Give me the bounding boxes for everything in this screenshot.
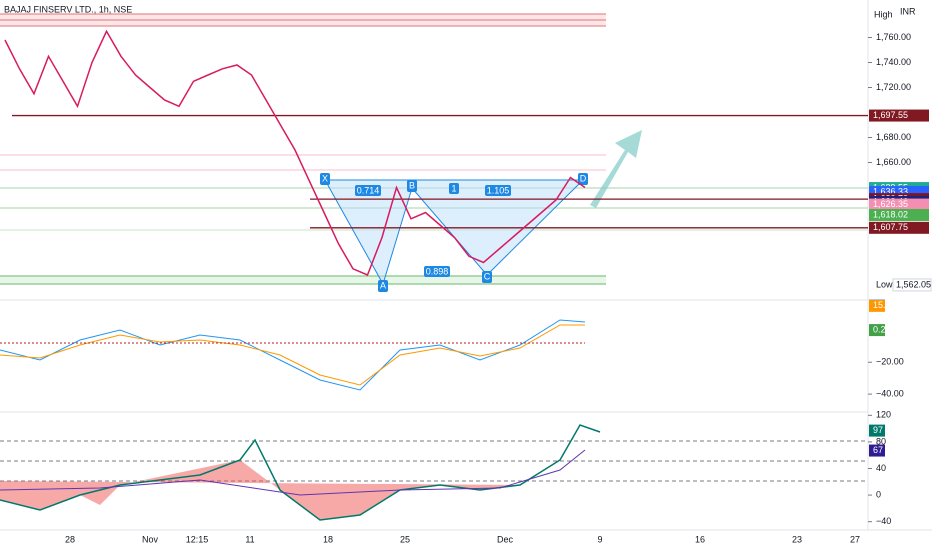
y-tick-label: −20.00 bbox=[876, 357, 904, 367]
y-tick-label: 1,660.00 bbox=[876, 157, 911, 167]
y-tick-label: 0 bbox=[876, 489, 881, 499]
pattern-point: C bbox=[484, 271, 491, 281]
time-label: 11 bbox=[245, 534, 254, 544]
tag-box bbox=[869, 424, 885, 437]
time-label: 16 bbox=[695, 534, 705, 544]
tag-box bbox=[869, 444, 885, 457]
projection-arrow bbox=[590, 130, 642, 208]
time-label: 18 bbox=[323, 534, 333, 544]
time-label: 28 bbox=[65, 534, 75, 544]
y-tick-label: −40.00 bbox=[876, 388, 904, 398]
tag-label: 1,697.55 bbox=[873, 110, 908, 120]
tag-box bbox=[869, 324, 885, 337]
price-tag: 1,607.75 bbox=[869, 221, 929, 234]
tag-label: 67 bbox=[873, 445, 883, 455]
price-tag: 97 bbox=[869, 424, 885, 437]
y-tick-label: 1,720.00 bbox=[876, 82, 911, 92]
low-box bbox=[892, 278, 932, 292]
pattern-point: B bbox=[409, 180, 415, 190]
tag-label: 97 bbox=[873, 425, 883, 435]
y-tick-label: 1,740.00 bbox=[876, 57, 911, 67]
tag-box bbox=[869, 109, 929, 122]
pattern-ratio: 0.898 bbox=[426, 266, 449, 276]
price-tag: 1,618.02 bbox=[869, 208, 929, 221]
oscillator-average bbox=[0, 449, 586, 496]
time-label: 23 bbox=[792, 534, 802, 544]
tag-box bbox=[869, 198, 929, 211]
oversold-fill bbox=[0, 460, 520, 520]
y-tick-label: −40 bbox=[876, 516, 891, 526]
price-tag: 1,697.55 bbox=[869, 109, 929, 122]
time-label: 25 bbox=[400, 534, 410, 544]
time-label: 9 bbox=[597, 534, 602, 544]
pattern-point: X bbox=[322, 173, 328, 183]
y-tick-label: 1,760.00 bbox=[876, 32, 911, 42]
pattern-labels: X A B C D 0.714 1 1.105 0.898 bbox=[320, 173, 588, 292]
tag-box bbox=[869, 221, 929, 234]
pattern-ratio: 0.714 bbox=[357, 185, 380, 195]
price-tag: 67 bbox=[869, 444, 885, 457]
symbol-title: BAJAJ FINSERV LTD., 1h, NSE bbox=[4, 4, 132, 14]
y-tick-label: 120 bbox=[876, 410, 891, 420]
tag-box bbox=[869, 299, 885, 312]
low-label: Low bbox=[876, 279, 893, 289]
time-axis: 28 Nov 12:15 11 18 25 Dec 9 16 23 27 bbox=[65, 534, 860, 544]
pattern-point: D bbox=[580, 173, 587, 183]
price-tag: 15.46 bbox=[869, 299, 896, 312]
pattern-ratio: 1.105 bbox=[487, 185, 510, 195]
tag-label: 1,636.33 bbox=[873, 186, 908, 196]
y-tick-label: 40 bbox=[876, 463, 886, 473]
price-tag: 1,626.35 bbox=[869, 198, 929, 211]
time-label: 27 bbox=[850, 534, 860, 544]
tag-box bbox=[869, 208, 929, 221]
tag-label: 15.46 bbox=[873, 300, 896, 310]
pattern-point: A bbox=[380, 280, 386, 290]
time-label: Nov bbox=[142, 534, 159, 544]
currency[interactable]: INR bbox=[900, 6, 916, 16]
high-label: High bbox=[874, 9, 893, 19]
time-label: Dec bbox=[497, 534, 514, 544]
price-line bbox=[4, 29, 586, 276]
harmonic-pattern bbox=[324, 179, 585, 286]
tag-label: 1,618.02 bbox=[873, 209, 908, 219]
tag-label: 0.23 bbox=[873, 324, 891, 334]
y-tick-label: 1,680.00 bbox=[876, 132, 911, 142]
low-value: 1,562.05 bbox=[896, 279, 931, 289]
time-label: 12:15 bbox=[186, 534, 209, 544]
tag-label: 1,626.35 bbox=[873, 199, 908, 209]
y-tick-label: 80 bbox=[876, 436, 886, 446]
tag-label: 1,607.75 bbox=[873, 222, 908, 232]
pattern-ratio: 1 bbox=[451, 183, 456, 193]
price-tag: 0.23 bbox=[869, 324, 891, 337]
signal-line bbox=[0, 324, 585, 386]
